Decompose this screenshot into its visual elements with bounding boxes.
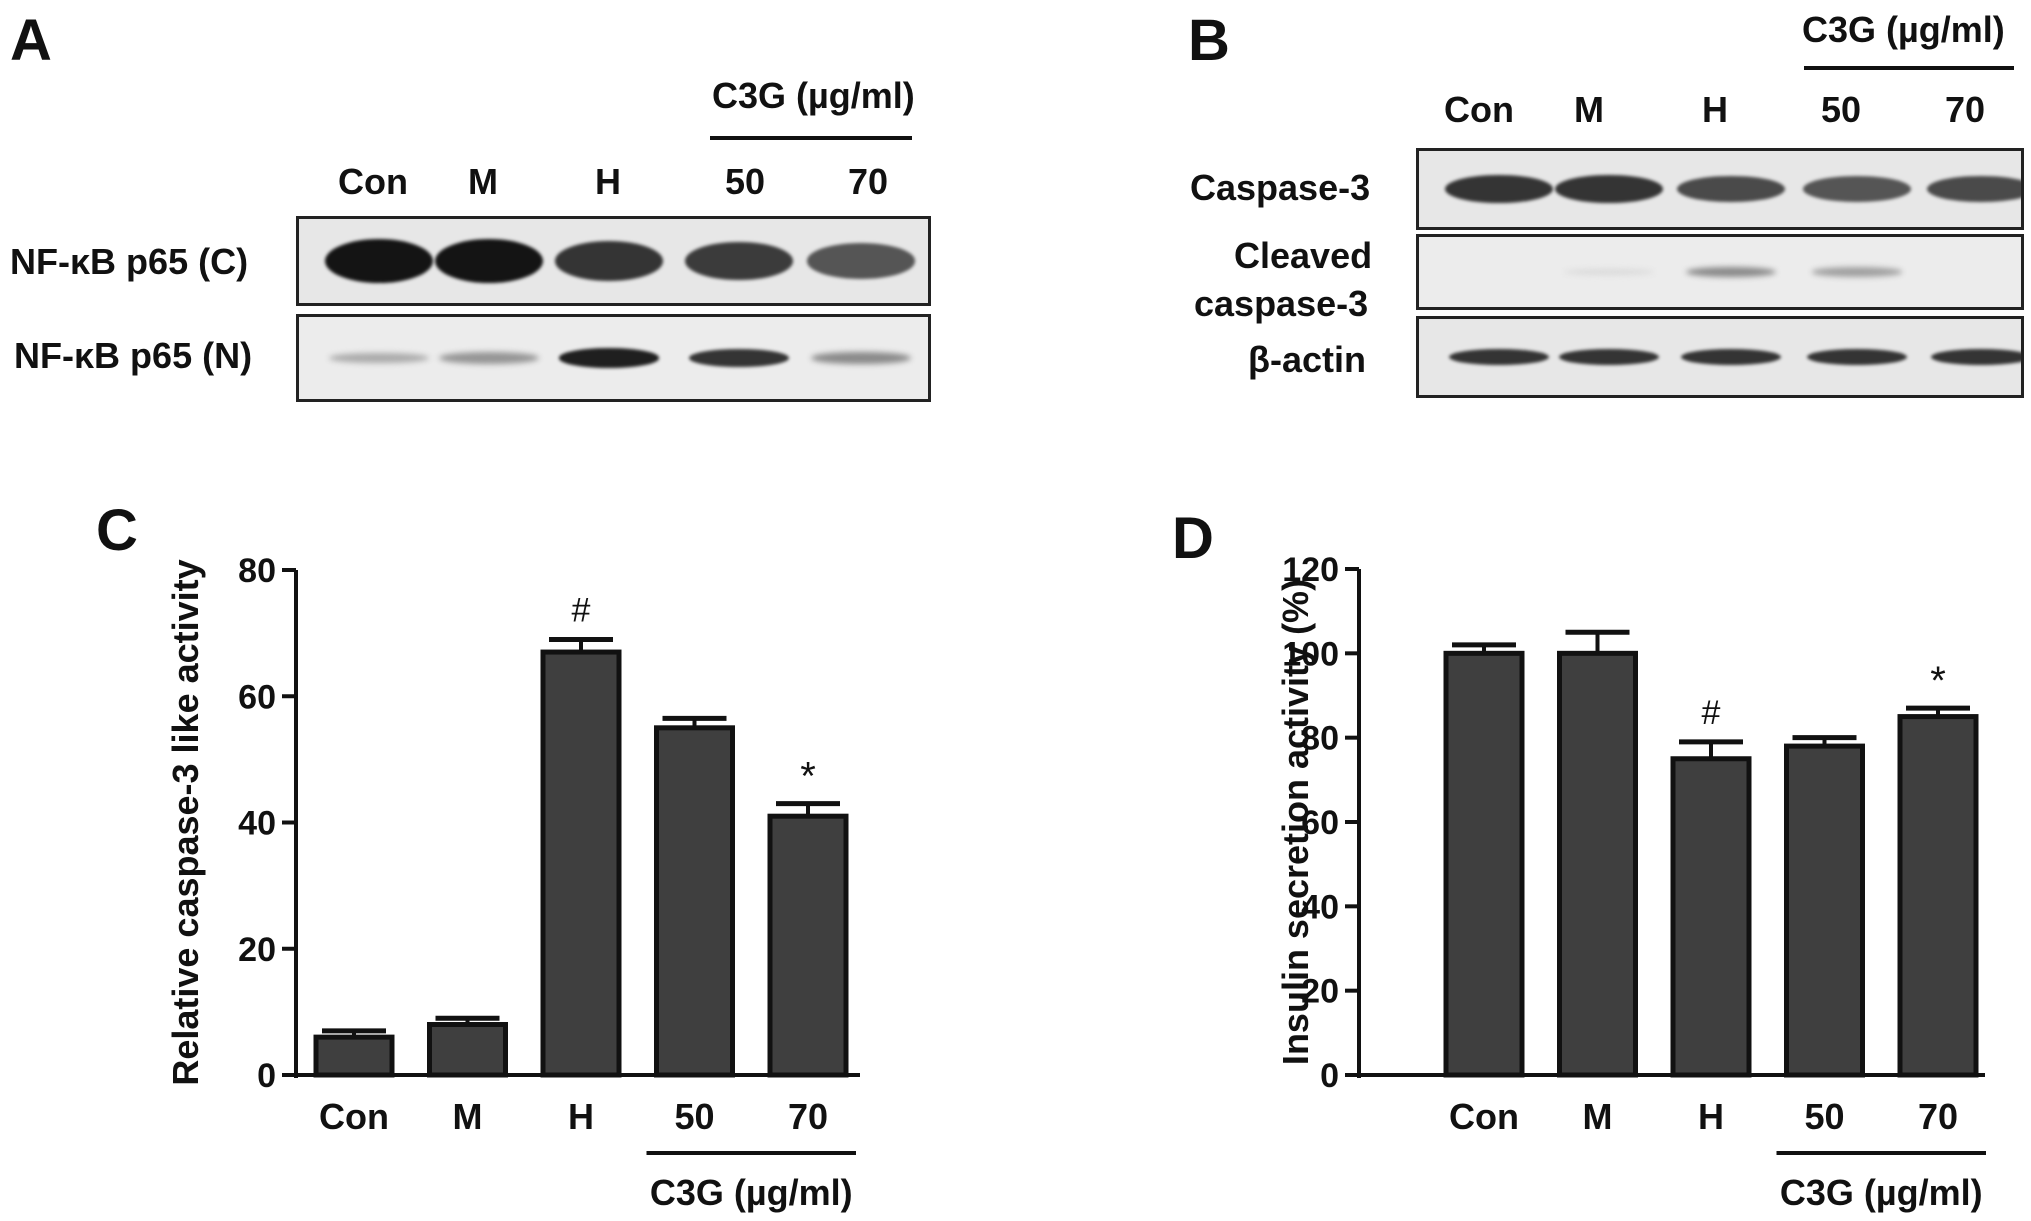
panel-a-group-rule (710, 136, 912, 140)
x-tick-label: 70 (788, 1096, 828, 1137)
y-tick-label: 20 (1301, 973, 1339, 1011)
y-tick-label: 80 (1301, 720, 1339, 758)
y-axis-title: Relative caspase-3 like activity (165, 559, 206, 1085)
blot-band (325, 239, 433, 283)
blot-band (1803, 176, 1911, 202)
significance-mark: * (800, 755, 816, 799)
blot-band (559, 348, 659, 368)
x-tick-label: M (453, 1096, 483, 1137)
bar (540, 649, 622, 1078)
panel-b-row-label: Caspase-3 (1190, 167, 1371, 208)
panel-b-row-label: β-actin (1248, 339, 1366, 380)
bar (313, 1034, 395, 1078)
panel-b-lane-label: 50 (1820, 89, 1862, 130)
panel-a-lane-label: M (468, 161, 498, 202)
significance-mark: # (1702, 694, 1721, 732)
x-tick-label: M (1583, 1096, 1613, 1137)
group-label: C3G (µg/ml) (650, 1172, 853, 1213)
panel-a-lane-label: Con (338, 161, 408, 202)
blot-band (435, 239, 543, 283)
blot-band (1564, 268, 1654, 276)
y-tick-label: 60 (238, 678, 276, 716)
x-tick-label: H (568, 1096, 594, 1137)
blot-band (685, 241, 793, 281)
y-tick-label: 60 (1301, 804, 1339, 842)
blot-band (811, 351, 911, 365)
panel-b-lane-label: Con (1444, 89, 1514, 130)
bar (654, 725, 735, 1078)
blot-band (1681, 348, 1781, 366)
blot-band (1812, 267, 1902, 277)
x-tick-label: Con (1449, 1096, 1519, 1137)
significance-mark: * (1930, 659, 1946, 703)
blot-band (1445, 174, 1553, 204)
y-tick-label: 20 (238, 931, 276, 969)
blot-band (1555, 174, 1663, 204)
panel-a-lane-label: H (595, 161, 621, 202)
panel-b-group-rule (1804, 66, 2014, 70)
bar (1897, 714, 1979, 1078)
blot-a-row-2 (296, 314, 931, 402)
blot-b-row-2 (1416, 234, 2024, 310)
bar (1557, 650, 1638, 1078)
panel-a-letter: A (10, 8, 52, 73)
blot-band (1449, 348, 1549, 366)
panel-b-row-label: caspase-3 (1194, 283, 1369, 324)
bar (767, 813, 849, 1078)
panel-b-group-label: C3G (µg/ml) (1802, 9, 2005, 50)
panel-b-lane-label: 70 (1944, 89, 1986, 130)
blot-band (1807, 348, 1907, 366)
bar (1784, 743, 1865, 1078)
panel-a-group-label: C3G (µg/ml) (712, 75, 915, 116)
blot-band (807, 243, 915, 279)
panel-b-lane-label: H (1702, 89, 1728, 130)
blot-a-row-1 (296, 216, 931, 306)
panel-a-lane-label: 50 (724, 161, 766, 202)
y-tick-label: 120 (1282, 551, 1339, 589)
blot-b-row-3 (1416, 316, 2024, 398)
x-tick-label: H (1698, 1096, 1724, 1137)
x-tick-label: 50 (1804, 1096, 1844, 1137)
y-tick-label: 80 (238, 552, 276, 590)
y-axis-title: Insulin secretion activity (%) (1275, 579, 1316, 1065)
panel-a-lane-label: 70 (847, 161, 889, 202)
x-tick-label: 50 (674, 1096, 714, 1137)
x-tick-label: 70 (1918, 1096, 1958, 1137)
bar (1443, 650, 1525, 1078)
blot-band (1559, 348, 1659, 366)
blot-band (1927, 175, 2021, 203)
panel-b-letter: B (1188, 8, 1230, 73)
y-tick-label: 0 (1320, 1057, 1339, 1095)
y-tick-label: 100 (1282, 635, 1339, 673)
blot-band (1686, 266, 1776, 278)
panel-b-row-label: Cleaved (1234, 235, 1373, 276)
group-label: C3G (µg/ml) (1780, 1172, 1983, 1213)
y-tick-label: 0 (257, 1057, 276, 1095)
panel-a-row-label: NF-κB p65 (C) (10, 241, 249, 282)
x-tick-label: Con (319, 1096, 389, 1137)
blot-band (1677, 175, 1785, 203)
bar (1670, 756, 1752, 1078)
blot-band (1931, 348, 2021, 366)
panel-d-letter: D (1172, 506, 1214, 571)
blot-band (439, 351, 539, 365)
bar (427, 1022, 508, 1078)
blot-band (555, 241, 663, 281)
blot-band (689, 348, 789, 368)
panel-c-letter: C (96, 498, 138, 563)
panel-b-lane-label: M (1574, 89, 1604, 130)
chart-c: 0 20 40 60 80 Relative caspase-3 like activit… (165, 552, 860, 1213)
blot-b-row-1 (1416, 148, 2024, 230)
significance-mark: # (572, 591, 591, 629)
y-tick-label: 40 (1301, 888, 1339, 926)
blot-band (329, 352, 429, 364)
y-tick-label: 40 (238, 805, 276, 843)
panel-a-row-label: NF-κB p65 (N) (14, 335, 253, 376)
